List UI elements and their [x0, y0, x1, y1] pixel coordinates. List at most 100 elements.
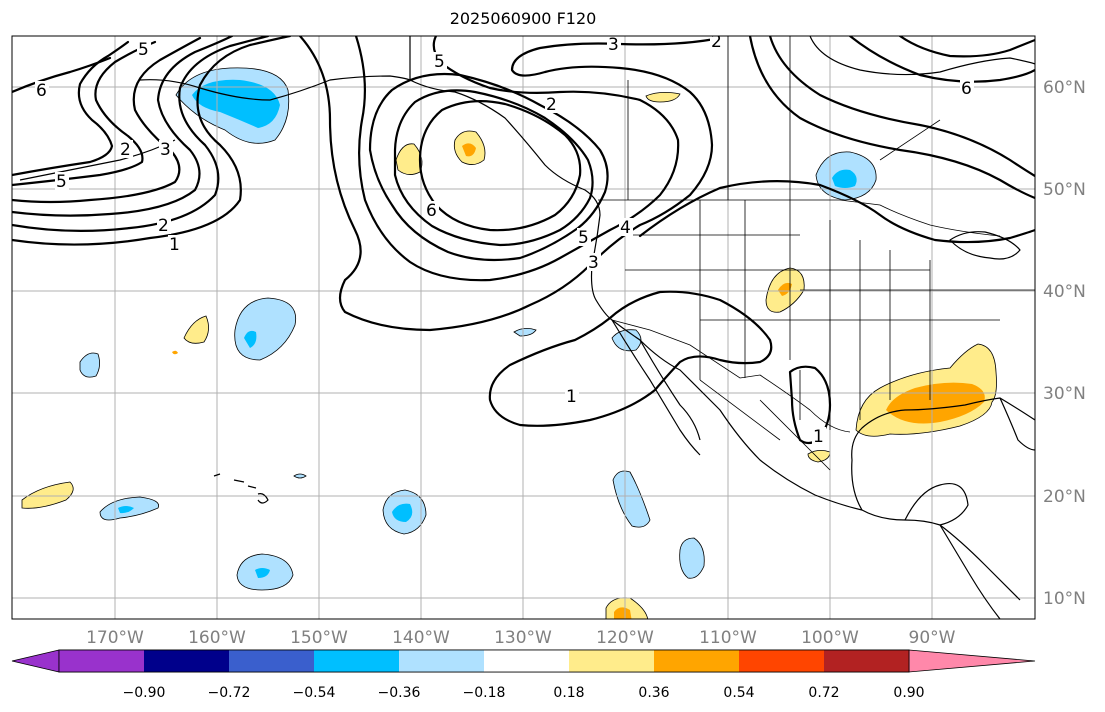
- lat-label: 60°N: [1043, 78, 1086, 98]
- contour-labels: 5 3 2 6 2 1 5 3 2 6 5 4 3 1: [35, 32, 974, 447]
- us-mexico-border: [611, 319, 851, 433]
- contour-label-4: 4: [620, 218, 631, 238]
- contour-label-2: 2: [158, 216, 169, 236]
- contour-line: [848, 36, 1035, 83]
- contour-line: [12, 56, 112, 94]
- lon-label: 120°W: [596, 628, 654, 648]
- lon-label: 140°W: [392, 628, 450, 648]
- negative-anomaly-baja: [611, 329, 642, 352]
- us-state-borders: [625, 200, 1035, 430]
- hudson-bay-coastline: [809, 36, 1035, 76]
- strong-positive-bc: [462, 143, 476, 157]
- negative-anomaly-pacific-2: [79, 352, 100, 378]
- contour-lines: [12, 36, 1035, 445]
- contour-label-6: 6: [961, 79, 972, 99]
- colorbar-tick-label: −0.90: [123, 685, 166, 701]
- strong-negative-pacific-5: [255, 568, 270, 578]
- contour-label-2: 2: [120, 140, 131, 160]
- us-canada-border: [598, 199, 1001, 237]
- strong-negative-canada: [832, 169, 857, 188]
- contour-label-2: 2: [546, 95, 557, 115]
- contour-line: [12, 36, 292, 246]
- strong-positive-colorado: [778, 282, 792, 296]
- contour-label-1: 1: [813, 427, 824, 447]
- contour-line: [488, 290, 773, 427]
- colorbar-tick-label: 0.18: [553, 685, 584, 701]
- strong-negative-pacific-4: [392, 503, 413, 522]
- contour-label-1: 1: [566, 387, 577, 407]
- map-title: 2025060900 F120: [449, 9, 597, 28]
- baja-coastline: [611, 319, 701, 456]
- colorbar-extend-high: [908, 649, 1036, 673]
- lon-label: 150°W: [290, 628, 348, 648]
- colorbar-ticks: −0.90 −0.72 −0.54 −0.36 −0.18 0.18 0.36 …: [123, 685, 925, 701]
- contour-line: [12, 36, 234, 217]
- contour-line: [768, 36, 1035, 178]
- contour-label-3: 3: [608, 35, 619, 55]
- contour-label-5: 5: [434, 52, 445, 72]
- strong-negative-pacific-1: [244, 330, 257, 348]
- gridlines: [12, 36, 1035, 619]
- political-borders: [598, 36, 1035, 471]
- contour-line: [748, 36, 1035, 200]
- colorbar-tick-label: 0.36: [638, 685, 669, 701]
- colorbar-tick-label: −0.72: [208, 685, 251, 701]
- negative-anomaly-small: [513, 328, 537, 337]
- yucatan-coastline: [904, 483, 969, 526]
- contour-line: [418, 100, 582, 232]
- lon-label: 90°W: [909, 628, 956, 648]
- canada-province-borders: [627, 36, 941, 200]
- mexico-state-borders: [699, 370, 831, 471]
- contour-label-5: 5: [56, 172, 67, 192]
- latitude-labels: 60°N 50°N 40°N 30°N 20°N 10°N: [1043, 78, 1086, 609]
- contour-label-2: 2: [711, 32, 722, 52]
- lon-label: 170°W: [86, 628, 144, 648]
- contour-label-6: 6: [426, 201, 437, 221]
- contour-line: [12, 40, 130, 177]
- colorbar-extend-low: [11, 649, 60, 673]
- lon-label: 160°W: [188, 628, 246, 648]
- florida-coastline: [999, 397, 1035, 451]
- positive-anomaly-pacific-3: [21, 481, 74, 509]
- great-lakes: [949, 231, 1021, 260]
- lat-label: 30°N: [1043, 384, 1086, 404]
- lat-label: 50°N: [1043, 180, 1086, 200]
- aleutian-islands: [19, 139, 176, 181]
- central-america-coastline: [939, 524, 1001, 619]
- strong-positive-pacific-4: [614, 607, 632, 619]
- positive-anomaly-pacific-1: [395, 143, 423, 175]
- negative-anomaly-pacific-7: [679, 537, 705, 579]
- contour-label-1: 1: [169, 235, 180, 255]
- colorbar: [11, 649, 1036, 673]
- contour-label-3: 3: [160, 140, 171, 160]
- lon-label: 130°W: [494, 628, 552, 648]
- positive-anomaly-pacific-2: [183, 315, 209, 344]
- contour-line: [354, 36, 680, 282]
- longitude-labels: 170°W 160°W 150°W 140°W 130°W 120°W 110°…: [86, 628, 956, 648]
- colorbar-tick-label: 0.90: [893, 685, 924, 701]
- map-frame: [11, 35, 1036, 620]
- contour-line: [12, 36, 270, 232]
- colorbar-tick-label: −0.36: [378, 685, 421, 701]
- coastlines: [19, 36, 1035, 619]
- contour-line: [788, 365, 832, 445]
- contour-label-5: 5: [138, 40, 149, 60]
- colorbar-tick-label: 0.72: [808, 685, 839, 701]
- contour-label-3: 3: [588, 253, 599, 273]
- contour-label-6: 6: [36, 81, 47, 101]
- lat-label: 40°N: [1043, 282, 1086, 302]
- contour-line: [298, 36, 722, 332]
- contour-label-5: 5: [578, 228, 589, 248]
- lat-label: 20°N: [1043, 487, 1086, 507]
- lon-label: 100°W: [801, 628, 859, 648]
- lon-label: 110°W: [699, 628, 757, 648]
- map-area: 5 3 2 6 2 1 5 3 2 6 5 4 3 1: [12, 32, 1035, 619]
- contour-line: [12, 40, 157, 187]
- colorbar-tick-label: −0.54: [293, 685, 336, 701]
- positive-anomaly-tiny: [172, 350, 178, 355]
- strong-negative-pacific-3: [118, 506, 134, 514]
- colorbar-tick-label: −0.18: [463, 685, 506, 701]
- contour-line: [898, 36, 1035, 58]
- contour-line: [368, 72, 609, 262]
- alaska-coastline: [139, 75, 411, 101]
